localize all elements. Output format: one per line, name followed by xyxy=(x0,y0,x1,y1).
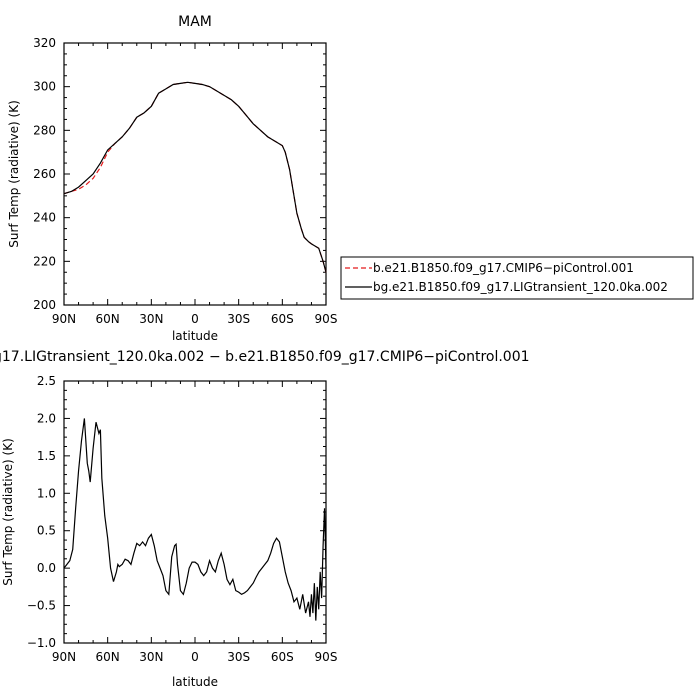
legend-entry: b.e21.B1850.f09_g17.CMIP6−piControl.001 xyxy=(373,261,634,275)
y-tick-label: 320 xyxy=(33,36,56,50)
x-tick-label: 30S xyxy=(227,312,250,326)
y-tick-label: 2.0 xyxy=(37,411,56,425)
x-tick-label: 60N xyxy=(96,650,120,664)
y-axis-label: Surf Temp (radiative) (K) xyxy=(1,438,15,586)
series-lines xyxy=(63,81,327,273)
series-line xyxy=(63,81,327,273)
x-tick-label: 60S xyxy=(271,650,294,664)
y-tick-label: 2.5 xyxy=(37,374,56,388)
x-tick-label: 30N xyxy=(139,312,163,326)
x-tick-label: 60S xyxy=(271,312,294,326)
y-tick-label: 1.5 xyxy=(37,449,56,463)
x-tick-label: 30N xyxy=(139,650,163,664)
y-tick-label: 200 xyxy=(33,298,56,312)
series-lines xyxy=(63,418,327,621)
axis-ticks: 90N 60N 30N 0 30S 60S 90S 200 220 240 260 280 300 320 xyxy=(33,36,337,326)
axis-ticks: 90N 60N 30N 0 30S 60S 90S −1.0 −0.5 0.0 0.5 1.0 1.5 2… xyxy=(27,374,338,664)
y-axis-label: Surf Temp (radiative) (K) xyxy=(7,100,21,248)
y-tick-label: 300 xyxy=(33,80,56,94)
chart-title: bg.e21.B1850.f09_g17.LIGtransient_120.0k… xyxy=(0,349,530,365)
y-tick-label: −0.5 xyxy=(27,599,56,613)
panel-top: MAM Surf Temp (radiative) (K) latitude 9… xyxy=(7,14,337,343)
y-tick-label: 280 xyxy=(33,123,56,137)
x-tick-label: 90N xyxy=(52,650,76,664)
x-tick-label: 90N xyxy=(52,312,76,326)
chart-title: MAM xyxy=(178,14,212,30)
x-tick-label: 90S xyxy=(315,650,338,664)
x-tick-label: 0 xyxy=(191,650,199,664)
y-tick-label: 260 xyxy=(33,167,56,181)
y-tick-label: −1.0 xyxy=(27,636,56,650)
x-tick-label: 90S xyxy=(315,312,338,326)
x-axis-label: latitude xyxy=(172,675,218,689)
plot-frame xyxy=(63,380,327,644)
x-tick-label: 60N xyxy=(96,312,120,326)
x-tick-label: 30S xyxy=(227,650,250,664)
series-line xyxy=(63,81,327,273)
legend: b.e21.B1850.f09_g17.CMIP6−piControl.001 … xyxy=(340,256,694,300)
plot-frame xyxy=(63,42,327,306)
y-tick-label: 220 xyxy=(33,254,56,268)
y-tick-label: 1.0 xyxy=(37,486,56,500)
panel-bottom: bg.e21.B1850.f09_g17.LIGtransient_120.0k… xyxy=(0,349,530,689)
series-line xyxy=(63,418,327,621)
x-tick-label: 0 xyxy=(191,312,199,326)
y-tick-label: 0.5 xyxy=(37,524,56,538)
x-axis-label: latitude xyxy=(172,329,218,343)
y-tick-label: 240 xyxy=(33,211,56,225)
legend-entry: bg.e21.B1850.f09_g17.LIGtransient_120.0k… xyxy=(373,280,668,294)
legend-box xyxy=(340,256,694,300)
y-tick-label: 0.0 xyxy=(37,561,56,575)
